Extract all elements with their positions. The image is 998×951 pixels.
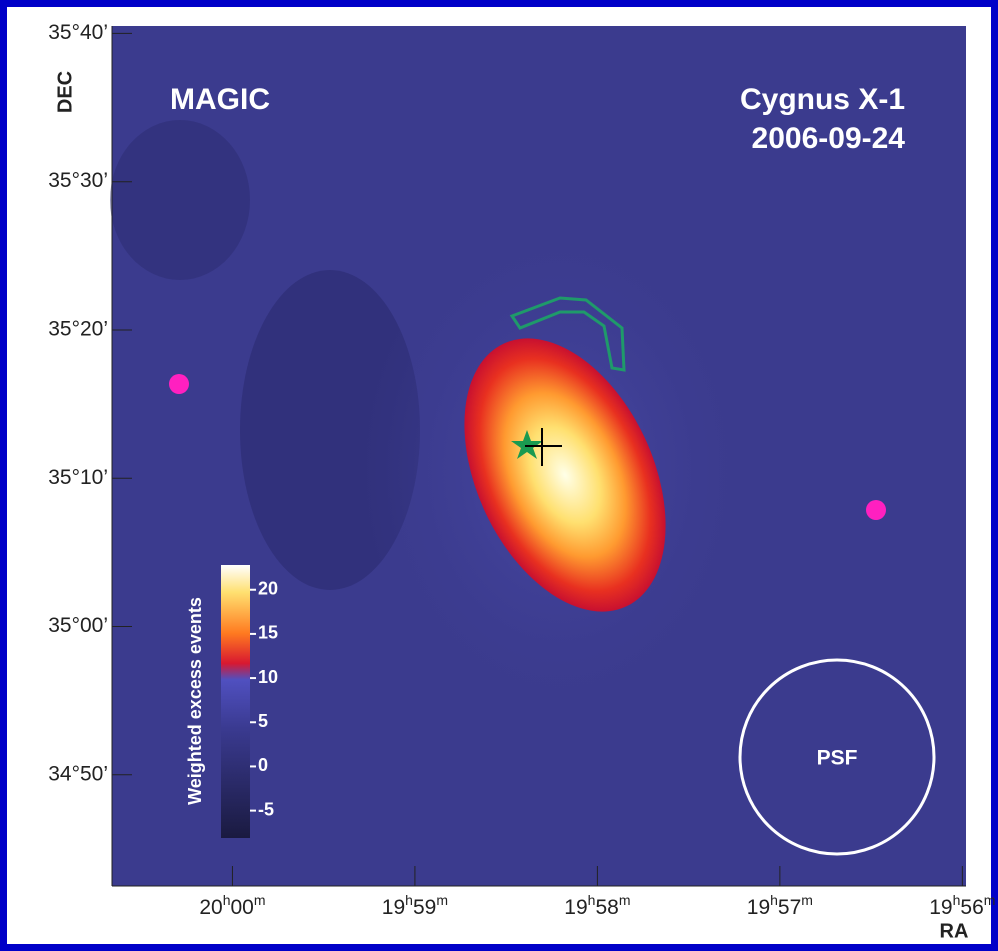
date-label: 2006-09-24: [752, 122, 906, 155]
source-dot: [866, 500, 886, 520]
y-tick-label: 35°10’: [48, 466, 108, 489]
source-dot: [169, 374, 189, 394]
cross-marker: [525, 428, 562, 466]
colorbar-tick-label: 5: [258, 711, 268, 731]
x-axis-label: RA: [940, 920, 969, 942]
colorbar-tick-label: 0: [258, 755, 268, 775]
y-tick-label: 35°00’: [48, 614, 108, 637]
instrument-label: MAGIC: [170, 83, 270, 116]
psf-label: PSF: [817, 747, 858, 770]
psf-circle: [738, 658, 936, 856]
x-tick-label: 19h56m: [929, 892, 995, 919]
y-axis-label: DEC: [54, 71, 76, 113]
excess-blob: [464, 338, 666, 612]
colorbar-tick-label: 15: [258, 623, 278, 643]
colorbar: [221, 565, 250, 838]
source-label: Cygnus X-1: [740, 83, 905, 116]
dark-region: [110, 120, 250, 280]
x-tick-label: 20h00m: [199, 892, 265, 919]
colorbar-tick-label: 10: [258, 667, 278, 687]
plot-area: PSF MAGIC Cygnus X-1 2006-09-24 Weighted…: [110, 26, 966, 886]
y-tick-label: 35°30’: [48, 169, 108, 192]
y-tick-label: 35°20’: [48, 318, 108, 341]
x-tick-label: 19h57m: [747, 892, 813, 919]
colorbar-tick-label: -5: [258, 799, 274, 819]
contour: [509, 296, 626, 372]
colorbar-tick-label: 20: [258, 578, 278, 598]
y-tick-label: 35°40’: [48, 21, 108, 44]
y-tick-label: 34°50’: [48, 762, 108, 785]
x-tick-label: 19h59m: [382, 892, 448, 919]
star-marker: [511, 430, 543, 459]
colorbar-label: Weighted excess events: [185, 597, 205, 805]
x-tick-label: 19h58m: [564, 892, 630, 919]
